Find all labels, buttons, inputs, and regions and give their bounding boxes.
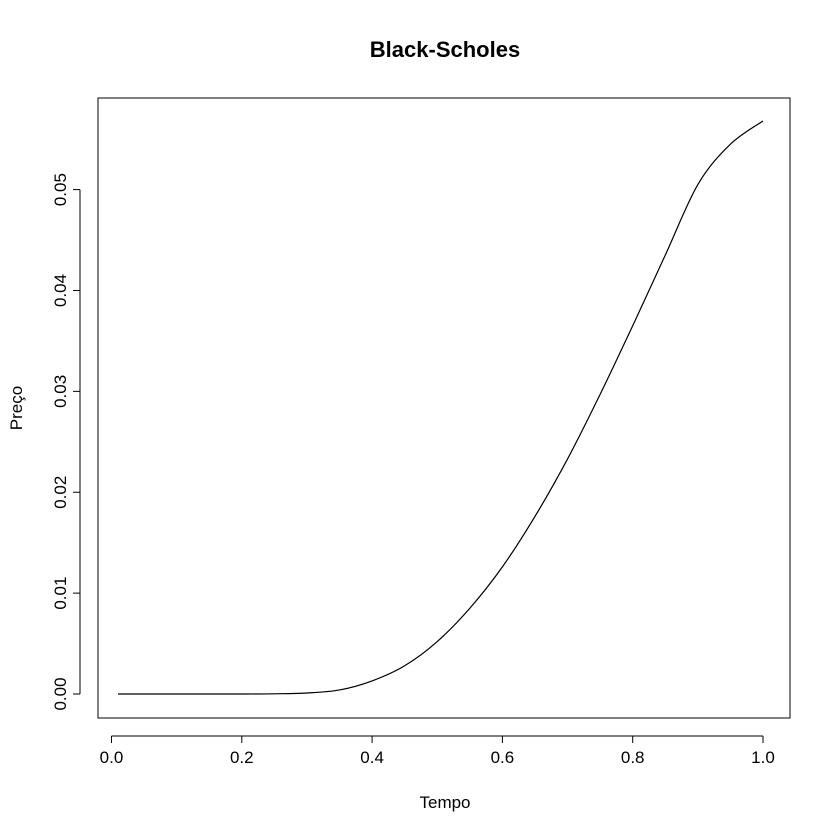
y-tick-label: 0.05 (51, 173, 70, 206)
x-tick-label: 0.8 (621, 748, 645, 767)
x-tick-label: 1.0 (751, 748, 775, 767)
x-axis-label: Tempo (419, 793, 470, 812)
chart-title: Black-Scholes (370, 37, 520, 62)
x-axis: 0.0 0.2 0.4 0.6 0.8 1.0 (100, 736, 775, 767)
y-tick-label: 0.03 (51, 375, 70, 408)
x-tick-label: 0.4 (360, 748, 384, 767)
y-axis: 0.00 0.01 0.02 0.03 0.04 0.05 (51, 173, 80, 710)
x-tick-label: 0.0 (100, 748, 124, 767)
y-axis-label: Preço (7, 386, 26, 430)
x-tick-label: 0.2 (230, 748, 254, 767)
y-tick-label: 0.04 (51, 274, 70, 307)
x-tick-label: 0.6 (491, 748, 515, 767)
y-tick-label: 0.00 (51, 677, 70, 710)
y-tick-label: 0.01 (51, 577, 70, 610)
series-line (118, 121, 763, 694)
y-tick-label: 0.02 (51, 476, 70, 509)
plot-frame (98, 98, 790, 718)
